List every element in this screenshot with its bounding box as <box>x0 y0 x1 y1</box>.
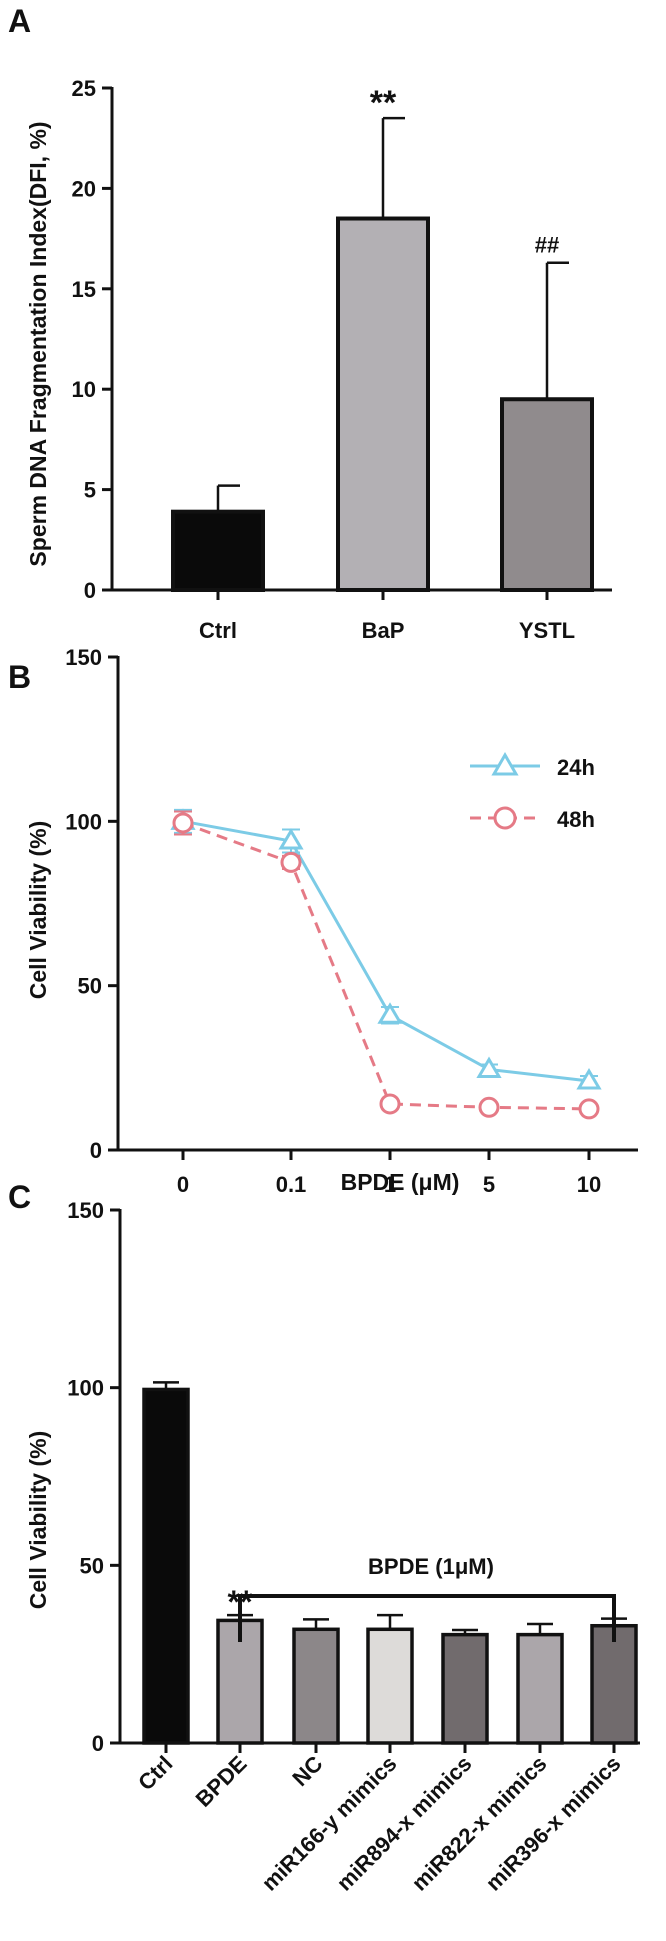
panel-b-x-axis-title: BPDE (μM) <box>341 1169 460 1195</box>
panel-b-point-48h <box>578 1098 600 1120</box>
panel-a-significance-bap: ** <box>370 84 397 122</box>
panel-a-significance-ystl: ## <box>535 233 559 258</box>
panel-a-y-tick-label: 25 <box>72 76 96 101</box>
panel-b-point-24h <box>278 828 304 850</box>
panel-c-x-tick-label: BPDE <box>191 1751 252 1812</box>
panel-c-x-tick-label: Ctrl <box>133 1751 177 1795</box>
panel-a-chart: Sperm DNA Fragmentation Index(DFI, %) 0 5… <box>25 76 612 643</box>
panel-label-c: C <box>8 1179 31 1215</box>
panel-c-bracket <box>238 1594 616 1642</box>
panel-b-legend-marker-24h <box>491 752 519 776</box>
panel-b-point-48h <box>379 1093 401 1115</box>
panel-c-bar-mir822-x-mimics <box>516 1632 564 1745</box>
panel-c-y-tick-label: 50 <box>80 1553 104 1578</box>
panel-a-y-tick-label: 20 <box>72 176 96 201</box>
panel-label-b: B <box>8 659 31 695</box>
panel-b-legend-label-48h: 48h <box>557 807 595 832</box>
panel-b-legend-label-24h: 24h <box>557 755 595 780</box>
panel-b-point-48h <box>280 851 302 873</box>
panel-a-bar-ystl <box>500 397 594 592</box>
panel-b-x-tick-label: 5 <box>483 1172 495 1197</box>
panel-a-y-tick-label: 10 <box>72 377 96 402</box>
panel-a-y-tick-label: 5 <box>84 478 96 503</box>
panel-b-y-axis-title: Cell Viability (%) <box>25 821 51 1000</box>
panel-b-x-tick-label: 10 <box>577 1172 601 1197</box>
panel-b-x-tick-label: 0.1 <box>276 1172 307 1197</box>
panel-b-y-tick-label: 150 <box>65 645 102 670</box>
panel-b-point-24h <box>476 1056 502 1078</box>
panel-a-x-tick-label: Ctrl <box>199 618 237 643</box>
panel-a-bar-ctrl <box>171 509 265 592</box>
panel-c-y-axis-title: Cell Viability (%) <box>25 1431 51 1610</box>
panel-a-y-tick-label: 0 <box>84 578 96 603</box>
panel-a-y-axis-title: Sperm DNA Fragmentation Index(DFI, %) <box>25 121 51 566</box>
panel-b-series-line-24h <box>182 819 590 1083</box>
panel-c-x-tick-label: miR822-x mimics <box>407 1751 552 1896</box>
panel-b-point-48h <box>478 1096 500 1118</box>
panel-c-bracket-label: BPDE (1μM) <box>368 1554 494 1579</box>
panel-b-y-tick-label: 50 <box>78 974 102 999</box>
panel-b-series-line-48h <box>182 821 590 1111</box>
panel-a-x-tick-label: YSTL <box>519 618 575 643</box>
panel-b-point-24h <box>377 1002 403 1024</box>
panel-a-x-tick-label: BaP <box>362 618 405 643</box>
panel-c-bar-mir396-x-mimics <box>590 1623 638 1745</box>
panel-b-x-tick-label: 1 <box>384 1172 396 1197</box>
panel-c-x-tick-label: NC <box>287 1751 327 1791</box>
panel-c-y-tick-label: 0 <box>92 1731 104 1756</box>
panel-c-x-tick-label: miR166-y mimics <box>257 1751 402 1896</box>
panel-c-x-tick-label: miR894-x mimics <box>332 1751 477 1896</box>
panel-b-x-tick-label: 0 <box>177 1172 189 1197</box>
panel-b-point-24h <box>576 1068 602 1090</box>
panel-b-y-tick-label: 0 <box>90 1138 102 1163</box>
panel-c-bar-mir894-x-mimics <box>441 1632 489 1745</box>
panel-c-y-tick-label: 100 <box>67 1376 104 1401</box>
panel-c-x-tick-label: miR396-x mimics <box>481 1751 626 1896</box>
panel-b-y-tick-label: 100 <box>65 809 102 834</box>
panel-c-bar-ctrl <box>142 1387 190 1745</box>
panel-b-chart: Cell Viability (%) BPDE (μM) 0 50 100 150 0 0… <box>25 645 638 1197</box>
panel-c-bar-nc <box>292 1627 340 1745</box>
panel-a-y-tick-label: 15 <box>72 277 96 302</box>
panel-c-bar-mir166-y-mimics <box>366 1627 414 1745</box>
panel-b-point-48h <box>172 812 194 834</box>
panel-a-bar-bap <box>336 216 430 593</box>
panel-b-legend-marker-48h <box>493 806 517 830</box>
panel-c-y-tick-label: 150 <box>67 1198 104 1223</box>
panel-label-a: A <box>8 3 31 39</box>
